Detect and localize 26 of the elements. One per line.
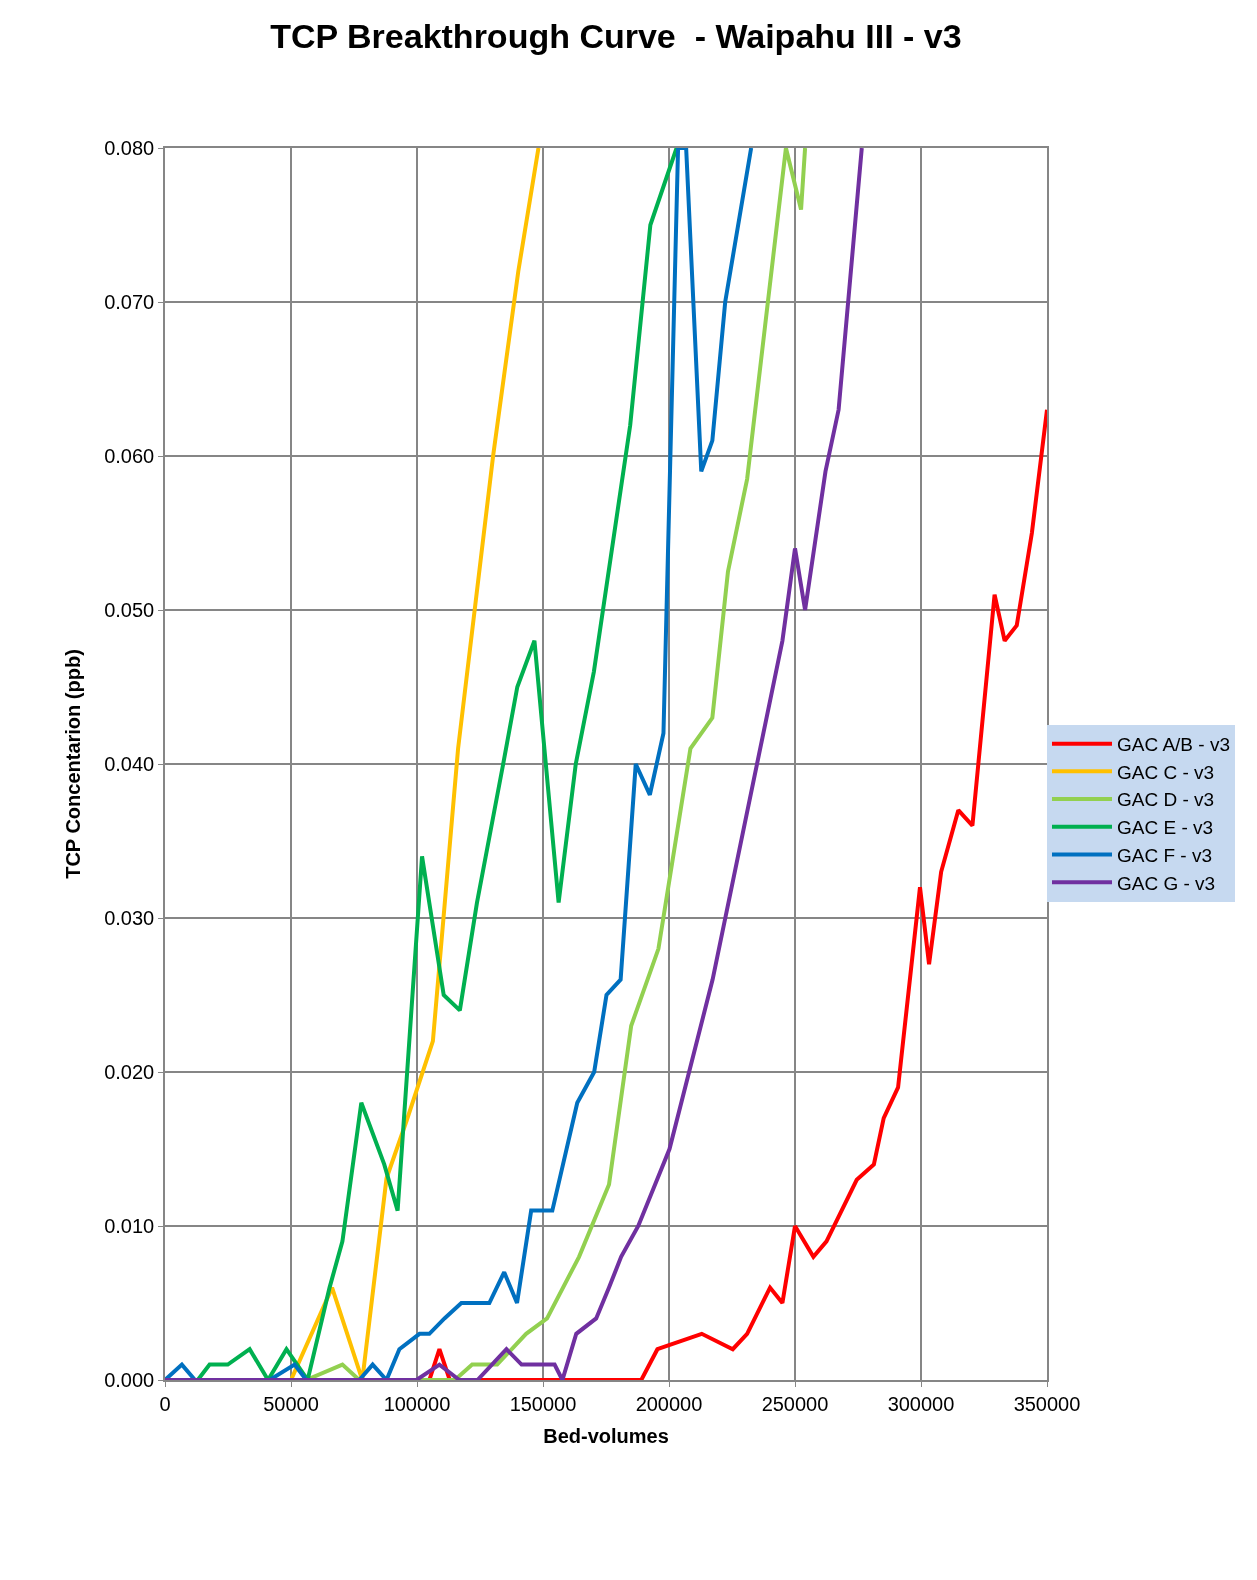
x-axis-title: Bed-volumes [543, 1424, 669, 1447]
legend-label: GAC D - v3 [1117, 789, 1215, 811]
legend-label: GAC F - v3 [1117, 844, 1213, 866]
legend-label: GAC C - v3 [1117, 761, 1215, 783]
y-tick-label: 0.070 [104, 291, 155, 313]
y-tick-label: 0.080 [104, 137, 155, 159]
y-tick-label: 0.040 [104, 753, 155, 775]
x-tick-label: 50000 [263, 1392, 319, 1415]
x-tick-label: 250000 [761, 1392, 829, 1415]
y-tick-label: 0.000 [104, 1369, 155, 1391]
y-tick-label: 0.060 [104, 445, 155, 467]
chart-title: TCP Breakthrough Curve - Waipahu III - v3 [270, 16, 962, 55]
y-tick-label: 0.050 [104, 599, 155, 621]
legend-label: GAC A/B - v3 [1117, 734, 1230, 756]
x-tick-label: 150000 [509, 1392, 577, 1415]
x-tick-label: 100000 [383, 1392, 451, 1415]
y-tick-label: 0.020 [104, 1061, 155, 1083]
x-tick-label: 300000 [887, 1392, 955, 1415]
y-tick-label: 0.030 [104, 907, 155, 929]
x-tick-label: 200000 [635, 1392, 703, 1415]
x-tick-label: 350000 [1013, 1392, 1081, 1415]
y-axis-title: TCP Concentarion (ppb) [62, 649, 85, 879]
y-tick-label: 0.010 [104, 1215, 155, 1237]
legend-label: GAC G - v3 [1117, 872, 1216, 894]
legend-label: GAC E - v3 [1117, 817, 1214, 839]
x-tick-label: 0 [159, 1392, 171, 1415]
